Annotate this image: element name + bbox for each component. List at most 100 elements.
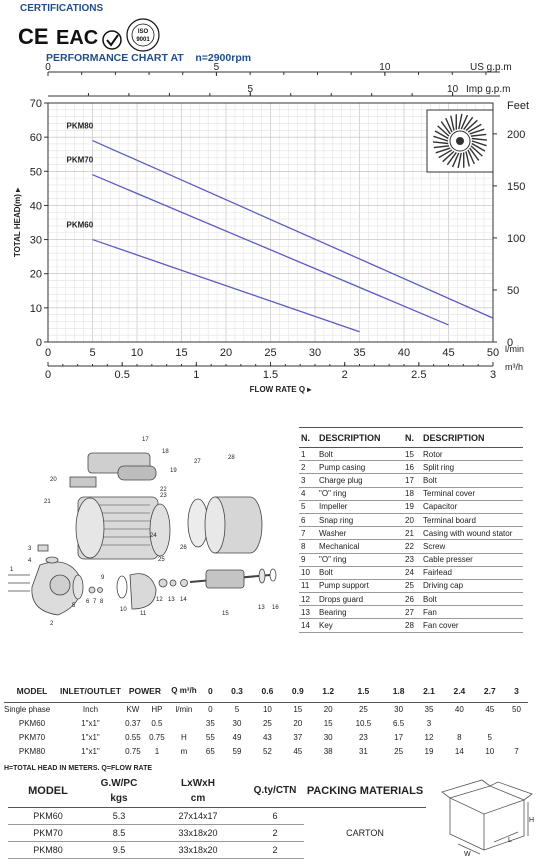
pack-cell: PKM80: [8, 841, 88, 859]
diagram-label: 20: [50, 477, 57, 483]
perf-kw: 0.37: [125, 718, 141, 728]
part-number: 19: [403, 500, 421, 514]
head-axis-label: TOTAL HEAD(m) ▸: [13, 187, 22, 257]
perf-row: PKM60 1"x1" 0.37 0.5 35 30 25 20 15 10.5 6.5 3: [4, 716, 528, 730]
perf-value: 55: [205, 732, 215, 742]
part-number: 20: [403, 513, 421, 528]
parts-row: 14 Key 28 Fan cover: [299, 618, 523, 633]
impeller-blade: [467, 123, 482, 133]
part-description: Fan cover: [421, 618, 523, 633]
impeller-blade: [445, 117, 453, 133]
lmin-tick-label: 5: [89, 347, 95, 359]
lmin-tick-label: 25: [264, 347, 276, 359]
perf-value: 17: [394, 732, 404, 742]
impeller-blade: [460, 114, 469, 130]
perf-hp: 1: [154, 746, 160, 756]
part-number: 16: [403, 460, 421, 475]
part-description: "O" ring: [317, 553, 403, 567]
perf-value: 65: [205, 746, 215, 756]
part-description: Charge plug: [317, 473, 403, 488]
perf-value: 37: [293, 732, 303, 742]
feet-tick-label: 50: [507, 285, 519, 297]
diagram-label: 14: [180, 597, 187, 603]
parts-row: 1 Bolt 15 Rotor: [299, 447, 523, 462]
box-width-label: W: [464, 851, 471, 856]
impeller-blade: [432, 141, 449, 145]
impeller-blade: [470, 145, 483, 157]
o-ring-shape: [116, 575, 128, 599]
perf-value: 10: [485, 746, 495, 756]
perf-value: 23: [358, 732, 368, 742]
part-description: "O" ring: [317, 487, 403, 501]
pack-cell: 2: [246, 824, 304, 842]
head-tick-label: 10: [30, 303, 42, 315]
part-description: Key: [317, 618, 403, 633]
part-number: 13: [299, 605, 317, 620]
part-number: 27: [403, 605, 421, 620]
part-description: Mechanical: [317, 539, 403, 554]
svg-text:9001: 9001: [136, 37, 150, 43]
part-description: Casing with wound stator: [421, 526, 523, 541]
perf-value: 30: [323, 732, 333, 742]
head-tick-label: 70: [30, 98, 42, 110]
part-number: 3: [299, 473, 317, 488]
perf-subheader-cell: 5: [234, 704, 240, 714]
part-number: 11: [299, 579, 317, 594]
impeller-blade: [438, 149, 453, 159]
perf-kw: 0.55: [125, 732, 141, 742]
perf-subheader-cell: l/min: [175, 704, 193, 714]
part-description: Bolt: [317, 447, 403, 462]
perf-value: [444, 716, 474, 730]
parts-table: N. DESCRIPTION N. DESCRIPTION 1 Bolt 15 Rot…: [299, 427, 523, 633]
parts-row: 4 "O" ring 18 Terminal cover: [299, 487, 523, 501]
impeller-blade: [434, 130, 449, 140]
m3h-tick-label: 1: [193, 369, 199, 381]
perf-subheader-cell: 50: [512, 704, 521, 714]
lmin-tick-label: 15: [175, 347, 187, 359]
diagram-label: 13: [168, 597, 175, 603]
m3h-tick-label: 2.5: [411, 369, 426, 381]
part-description: Capacitor: [421, 500, 523, 514]
impeller-blade: [437, 125, 450, 137]
pump-support-shape: [129, 573, 157, 610]
diagram-label: 11: [140, 611, 147, 617]
pack-cell: 5.3: [88, 807, 150, 825]
perf-value: 43: [262, 732, 272, 742]
impeller-blade: [446, 152, 457, 166]
flow-rate-axis-label: FLOW RATE Q ▸: [250, 385, 313, 394]
diagram-label: 25: [158, 557, 165, 563]
lmin-tick-label: 45: [442, 347, 454, 359]
diagram-label: 2: [50, 621, 54, 627]
part-number: 6: [299, 513, 317, 528]
impeller-center: [456, 137, 464, 145]
feet-tick-label: 0: [507, 337, 513, 349]
impeller-blade: [471, 142, 486, 152]
performance-chart-title: PERFORMANCE CHART AT n=2900rpm: [46, 52, 252, 64]
perf-value: 25: [262, 718, 272, 728]
parts-row: 9 "O" ring 23 Cable presser: [299, 553, 523, 567]
perf-subheader-cell: 40: [454, 704, 464, 714]
perf-row: PKM80 1"x1" 0.75 1 m 65 59 52 45 38 31 25 19 14 10 7: [4, 744, 528, 758]
part-number: 15: [403, 447, 421, 462]
part-number: 26: [403, 592, 421, 607]
plot-frame: [47, 102, 494, 343]
diagram-label: 9: [101, 575, 105, 581]
part-number: 25: [403, 579, 421, 594]
parts-row: 2 Pump casing 16 Split ring: [299, 460, 523, 475]
impeller-blade: [457, 152, 462, 169]
diagram-label: 1: [10, 567, 14, 573]
part-description: Terminal cover: [421, 487, 523, 501]
perf-value: 8: [457, 732, 462, 742]
part-description: Pump casing: [317, 460, 403, 475]
impeller-blade: [451, 152, 460, 168]
pack-row: PKM70 8.5 33x18x20 2: [8, 824, 426, 842]
diagram-label: 7: [93, 599, 97, 605]
perf-value: 31: [358, 746, 368, 756]
m3h-tick-label: 3: [490, 369, 496, 381]
part-number: 4: [299, 487, 317, 501]
part-number: 14: [299, 618, 317, 633]
pack-cell: 6: [246, 807, 304, 825]
feet-tick-label: 150: [507, 181, 525, 193]
capacitor-shape: [117, 465, 157, 481]
lmin-tick-label: 40: [398, 347, 410, 359]
